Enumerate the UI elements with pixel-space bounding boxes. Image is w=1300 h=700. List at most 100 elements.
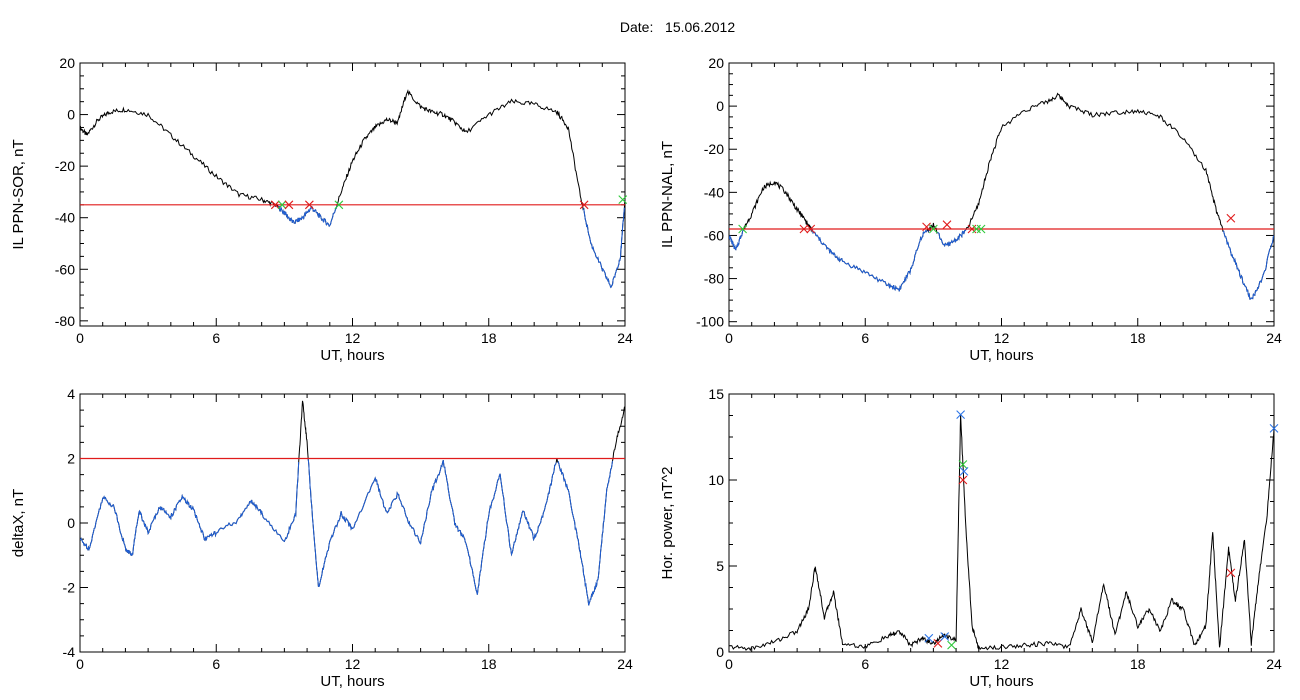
- x-tick-label: 24: [617, 656, 633, 672]
- x-tick-label: 0: [76, 656, 84, 672]
- y-tick-label: -40: [704, 184, 724, 200]
- event-marker-stroke: [270, 200, 280, 210]
- data-trace: [729, 92, 1274, 300]
- x-tick-label: 18: [1130, 656, 1146, 672]
- y-tick-label: 0: [67, 515, 75, 531]
- event-marker: [738, 224, 748, 234]
- x-tick-label: 6: [212, 330, 220, 346]
- event-marker-stroke: [738, 224, 748, 234]
- plot-frame: [79, 62, 626, 327]
- y-tick-label: -4: [63, 644, 76, 660]
- x-tick-label: 6: [861, 656, 869, 672]
- event-marker: [958, 475, 968, 485]
- event-marker: [959, 467, 969, 476]
- figure-title: Date: 15.06.2012: [0, 19, 1300, 35]
- plot-frame: [79, 393, 626, 653]
- event-marker: [924, 633, 934, 643]
- x-axis-label: UT, hours: [320, 673, 384, 690]
- event-marker: [304, 200, 314, 210]
- event-marker-stroke: [579, 200, 589, 210]
- x-axis-label: UT, hours: [320, 347, 384, 364]
- event-marker: [933, 639, 943, 648]
- y-tick-label: 10: [708, 472, 724, 488]
- event-marker-stroke: [1269, 424, 1279, 433]
- event-marker-stroke: [972, 224, 981, 234]
- event-marker-stroke: [618, 195, 628, 205]
- event-marker-stroke: [284, 200, 294, 210]
- event-marker-stroke: [947, 640, 956, 650]
- y-axis-label: IL PPN-NAL, nT: [659, 141, 676, 248]
- below-threshold-trace: [810, 228, 928, 292]
- below-threshold-trace: [582, 207, 625, 289]
- event-marker-stroke: [976, 224, 986, 234]
- x-tick-label: 24: [1266, 656, 1282, 672]
- event-marker-stroke: [940, 632, 950, 641]
- event-marker-stroke: [958, 475, 968, 485]
- y-tick-label: 2: [67, 451, 75, 467]
- x-tick-label: 12: [345, 330, 361, 346]
- panel-deltax: 0 6 12 18 24 4 2 0 -2 -4 UT, hours deltaX, nT: [10, 386, 633, 690]
- y-tick-label: -20: [704, 141, 724, 157]
- y-tick-label: -60: [55, 261, 75, 277]
- below-threshold-trace: [557, 461, 613, 606]
- event-marker: [799, 224, 809, 234]
- panel-nal: 0 6 12 18 24 20 0 -20 -40 -60 -80 -100 UT, hours IL P…: [659, 55, 1282, 364]
- event-marker-stroke: [924, 633, 934, 643]
- y-axis-label: IL PPN-SOR, nT: [10, 139, 27, 249]
- y-tick-label: 4: [67, 386, 75, 402]
- x-tick-label: 6: [212, 656, 220, 672]
- event-marker-stroke: [959, 467, 969, 476]
- y-tick-label: 15: [708, 386, 724, 402]
- y-tick-label: 0: [716, 98, 724, 114]
- event-marker: [972, 224, 981, 234]
- event-marker: [277, 200, 287, 210]
- data-trace: [729, 414, 1274, 652]
- below-threshold-trace: [277, 205, 338, 228]
- event-marker: [928, 224, 938, 234]
- event-marker-stroke: [967, 224, 977, 234]
- event-marker-stroke: [942, 220, 952, 230]
- event-marker-stroke: [799, 224, 809, 234]
- event-marker: [1226, 213, 1236, 223]
- event-marker: [618, 195, 628, 205]
- y-tick-label: 5: [716, 558, 724, 574]
- below-threshold-trace: [1222, 230, 1274, 300]
- event-marker-stroke: [933, 639, 943, 648]
- x-axis-label: UT, hours: [969, 347, 1033, 364]
- event-marker-stroke: [334, 200, 344, 210]
- event-marker: [270, 200, 280, 210]
- event-marker: [579, 200, 589, 210]
- event-marker: [806, 224, 816, 234]
- x-tick-label: 12: [994, 330, 1010, 346]
- event-marker: [956, 410, 966, 420]
- event-marker: [1226, 568, 1236, 578]
- below-threshold-trace: [729, 230, 744, 251]
- plot-frame: [728, 62, 1275, 327]
- data-trace: [80, 89, 625, 289]
- event-marker-stroke: [958, 460, 968, 469]
- x-tick-label: 12: [345, 656, 361, 672]
- event-marker: [967, 224, 977, 234]
- x-tick-label: 24: [617, 330, 633, 346]
- y-tick-label: -80: [704, 271, 724, 287]
- event-marker: [940, 632, 950, 641]
- y-tick-label: 20: [59, 55, 75, 71]
- x-axis-label: UT, hours: [969, 673, 1033, 690]
- below-threshold-trace: [936, 229, 967, 248]
- event-marker: [976, 224, 986, 234]
- y-tick-label: 0: [67, 107, 75, 123]
- x-tick-label: 18: [481, 656, 497, 672]
- x-tick-label: 0: [76, 330, 84, 346]
- event-marker: [1269, 424, 1279, 433]
- y-tick-label: -60: [704, 227, 724, 243]
- y-tick-label: -40: [55, 210, 75, 226]
- x-tick-label: 18: [481, 330, 497, 346]
- event-marker: [947, 640, 956, 650]
- y-tick-label: 0: [716, 644, 724, 660]
- x-tick-label: 0: [725, 330, 733, 346]
- y-axis-label: deltaX, nT: [10, 489, 27, 557]
- event-marker-stroke: [1226, 568, 1236, 578]
- y-tick-label: -100: [696, 314, 724, 330]
- below-threshold-trace: [80, 461, 300, 556]
